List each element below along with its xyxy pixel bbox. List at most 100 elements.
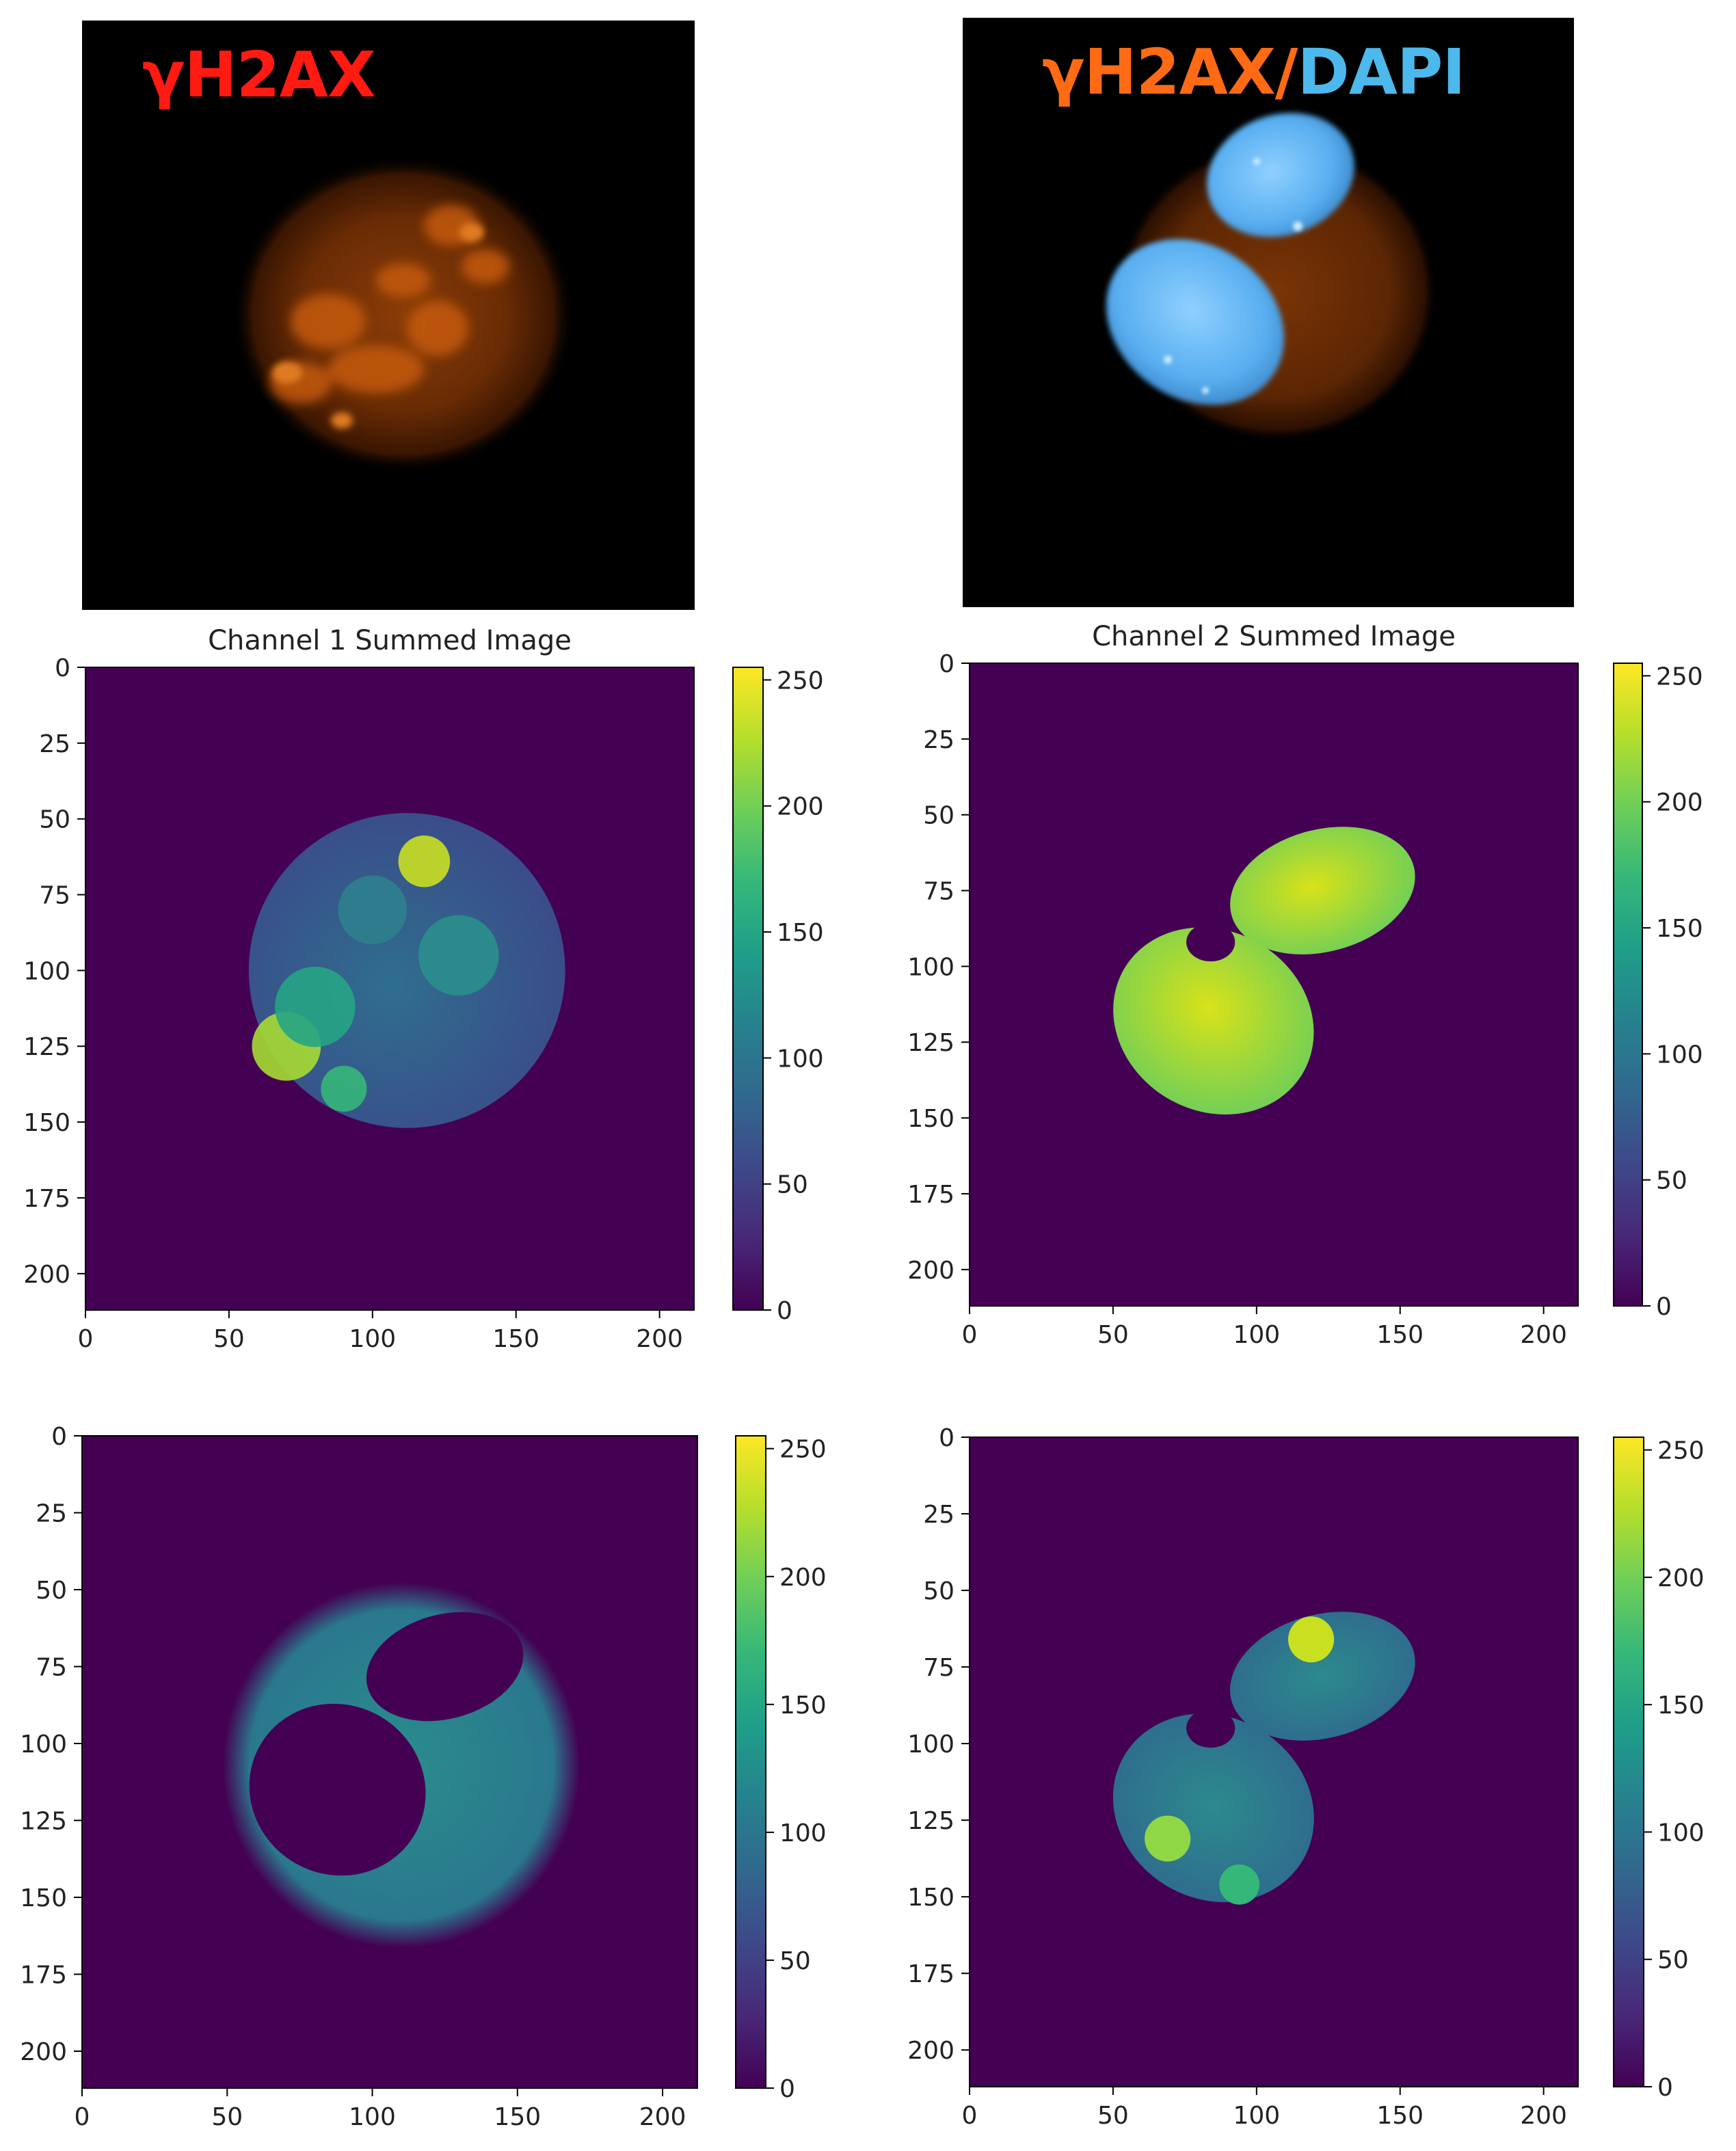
y-tick-label: 100 <box>23 957 70 985</box>
x-tick-label: 150 <box>494 2103 541 2131</box>
heatmap-panel-channel1: Channel 1 Summed Image 0 25 50 75 100 125 150 17… <box>0 615 855 1374</box>
x-tick-label: 100 <box>349 1325 396 1353</box>
x-tick-label: 50 <box>1097 2102 1129 2130</box>
x-tick-label: 200 <box>1520 2102 1567 2130</box>
heatmap-cell-intensity <box>1112 1612 1415 1905</box>
colorbar-tick-label: 100 <box>779 1819 827 1847</box>
heatmap-cell-intensity <box>222 1582 580 1948</box>
y-tick-label: 0 <box>939 650 954 678</box>
y-tick-label: 125 <box>907 1029 954 1057</box>
y-tick-label: 50 <box>923 802 954 830</box>
colorbar-tick-label: 50 <box>1657 1947 1689 1975</box>
y-tick-label: 175 <box>23 1185 70 1213</box>
colorbar-tick-label: 0 <box>1656 1293 1672 1321</box>
y-tick-label: 175 <box>907 1181 954 1209</box>
x-tick-label: 150 <box>1376 1321 1424 1349</box>
y-tick-label: 75 <box>36 1654 67 1682</box>
y-tick-label: 75 <box>923 878 954 906</box>
colorbar-tick-label: 250 <box>1657 1437 1705 1465</box>
x-tick-label: 0 <box>962 2102 978 2130</box>
x-tick-label: 0 <box>962 1321 978 1349</box>
y-tick-label: 75 <box>39 882 70 910</box>
heatmap-svg: 0 25 50 75 100 125 150 175 200 0 50 100 150 200 0 50 100… <box>20 1423 827 2131</box>
colorbar-tick-label: 200 <box>1656 789 1703 817</box>
heatmap-cell-intensity <box>248 813 565 1128</box>
colorbar-tick-label: 50 <box>777 1171 808 1199</box>
y-tick-label: 50 <box>36 1577 67 1605</box>
y-tick-label: 150 <box>907 1884 954 1912</box>
y-tick-label: 200 <box>20 2038 67 2066</box>
y-tick-label: 0 <box>55 654 70 682</box>
x-tick-label: 0 <box>78 1325 94 1353</box>
y-tick-label: 200 <box>907 2037 954 2065</box>
y-tick-label: 75 <box>923 1654 954 1682</box>
y-tick-label: 150 <box>907 1105 954 1133</box>
label-gh2ax: γH2AX <box>142 38 376 111</box>
y-tick-label: 100 <box>20 1731 67 1759</box>
heatmap-svg: Channel 1 Summed Image 0 25 50 75 100 125 150 17… <box>23 625 824 1353</box>
colorbar-tick-label: 50 <box>1656 1167 1687 1195</box>
colorbar-tick-label: 200 <box>1657 1564 1705 1592</box>
x-tick-label: 50 <box>1097 1321 1129 1349</box>
micrograph-gh2ax-dapi: γH2AX/DAPI <box>963 18 1574 607</box>
heatmap-panel-cytoplasm: 0 25 50 75 100 125 150 175 200 0 50 100 150 200 0 50 100… <box>0 1388 855 2148</box>
x-tick-label: 200 <box>636 1325 683 1353</box>
colorbar-tick-label: 250 <box>1656 663 1703 691</box>
colorbar <box>1613 663 1643 1307</box>
colorbar <box>1613 1437 1644 2087</box>
y-tick-label: 125 <box>20 1808 67 1836</box>
heatmap-svg: 0 25 50 75 100 125 150 175 200 0 50 100 150 200 0 50 100… <box>907 1424 1705 2130</box>
colorbar-tick-label: 0 <box>777 1297 792 1325</box>
colorbar-tick-label: 150 <box>777 919 824 947</box>
y-tick-label: 200 <box>23 1261 70 1289</box>
x-tick-label: 0 <box>75 2103 90 2131</box>
colorbar <box>735 1435 766 2089</box>
x-tick-label: 100 <box>1233 1321 1280 1349</box>
y-tick-label: 25 <box>923 1501 954 1529</box>
micrograph-gh2ax-label: γH2AX <box>142 38 376 111</box>
label-dapi: DAPI <box>1297 36 1465 109</box>
micrograph-gh2ax-image <box>232 156 574 473</box>
micrograph-gh2ax-dapi-image <box>1106 113 1438 442</box>
colorbar-tick-label: 150 <box>1656 915 1703 943</box>
colorbar-tick-label: 250 <box>779 1436 827 1464</box>
colorbar-tick-label: 150 <box>779 1692 827 1720</box>
label-gh2ax-slash: γH2AX/ <box>1042 36 1298 109</box>
colorbar <box>732 667 764 1311</box>
y-tick-label: 100 <box>907 1731 954 1759</box>
heatmap-title: Channel 2 Summed Image <box>1092 621 1456 652</box>
y-tick-label: 50 <box>923 1577 954 1605</box>
y-tick-label: 25 <box>923 726 954 754</box>
colorbar-tick-label: 250 <box>777 667 824 695</box>
heatmap-svg: Channel 2 Summed Image 0 25 50 75 100 125 150 17… <box>907 621 1703 1349</box>
colorbar-tick-label: 0 <box>779 2075 795 2103</box>
colorbar-tick-label: 100 <box>777 1045 824 1073</box>
heatmap-panel-channel2: Channel 2 Summed Image 0 25 50 75 100 125 150 17… <box>882 615 1736 1374</box>
heatmap-panel-nuclear: 0 25 50 75 100 125 150 175 200 0 50 100 150 200 0 50 100… <box>882 1388 1736 2148</box>
y-tick-label: 200 <box>907 1257 954 1285</box>
y-tick-label: 0 <box>51 1423 67 1451</box>
y-tick-label: 0 <box>939 1424 954 1452</box>
y-tick-label: 150 <box>23 1109 70 1137</box>
heatmap-image <box>969 1437 1579 2087</box>
colorbar-tick-label: 200 <box>779 1564 827 1592</box>
y-tick-label: 100 <box>907 953 954 981</box>
micrograph-gh2ax-dapi-label: γH2AX/DAPI <box>1042 36 1466 109</box>
y-tick-label: 25 <box>36 1500 67 1528</box>
colorbar-tick-label: 100 <box>1656 1041 1703 1069</box>
colorbar-tick-label: 150 <box>1657 1692 1705 1720</box>
x-tick-label: 50 <box>211 2103 243 2131</box>
colorbar-tick-label: 100 <box>1657 1819 1705 1847</box>
heatmap-cell-intensity <box>1113 827 1415 1114</box>
y-tick-label: 125 <box>907 1807 954 1835</box>
y-tick-label: 175 <box>20 1962 67 1990</box>
x-tick-label: 200 <box>639 2103 686 2131</box>
x-tick-label: 100 <box>1233 2102 1280 2130</box>
y-tick-label: 25 <box>39 730 70 758</box>
x-tick-label: 200 <box>1520 1321 1567 1349</box>
x-tick-label: 50 <box>213 1325 245 1353</box>
heatmap-title: Channel 1 Summed Image <box>208 625 572 656</box>
colorbar-tick-label: 50 <box>779 1947 811 1975</box>
x-tick-label: 100 <box>349 2103 396 2131</box>
y-tick-label: 175 <box>907 1960 954 1988</box>
